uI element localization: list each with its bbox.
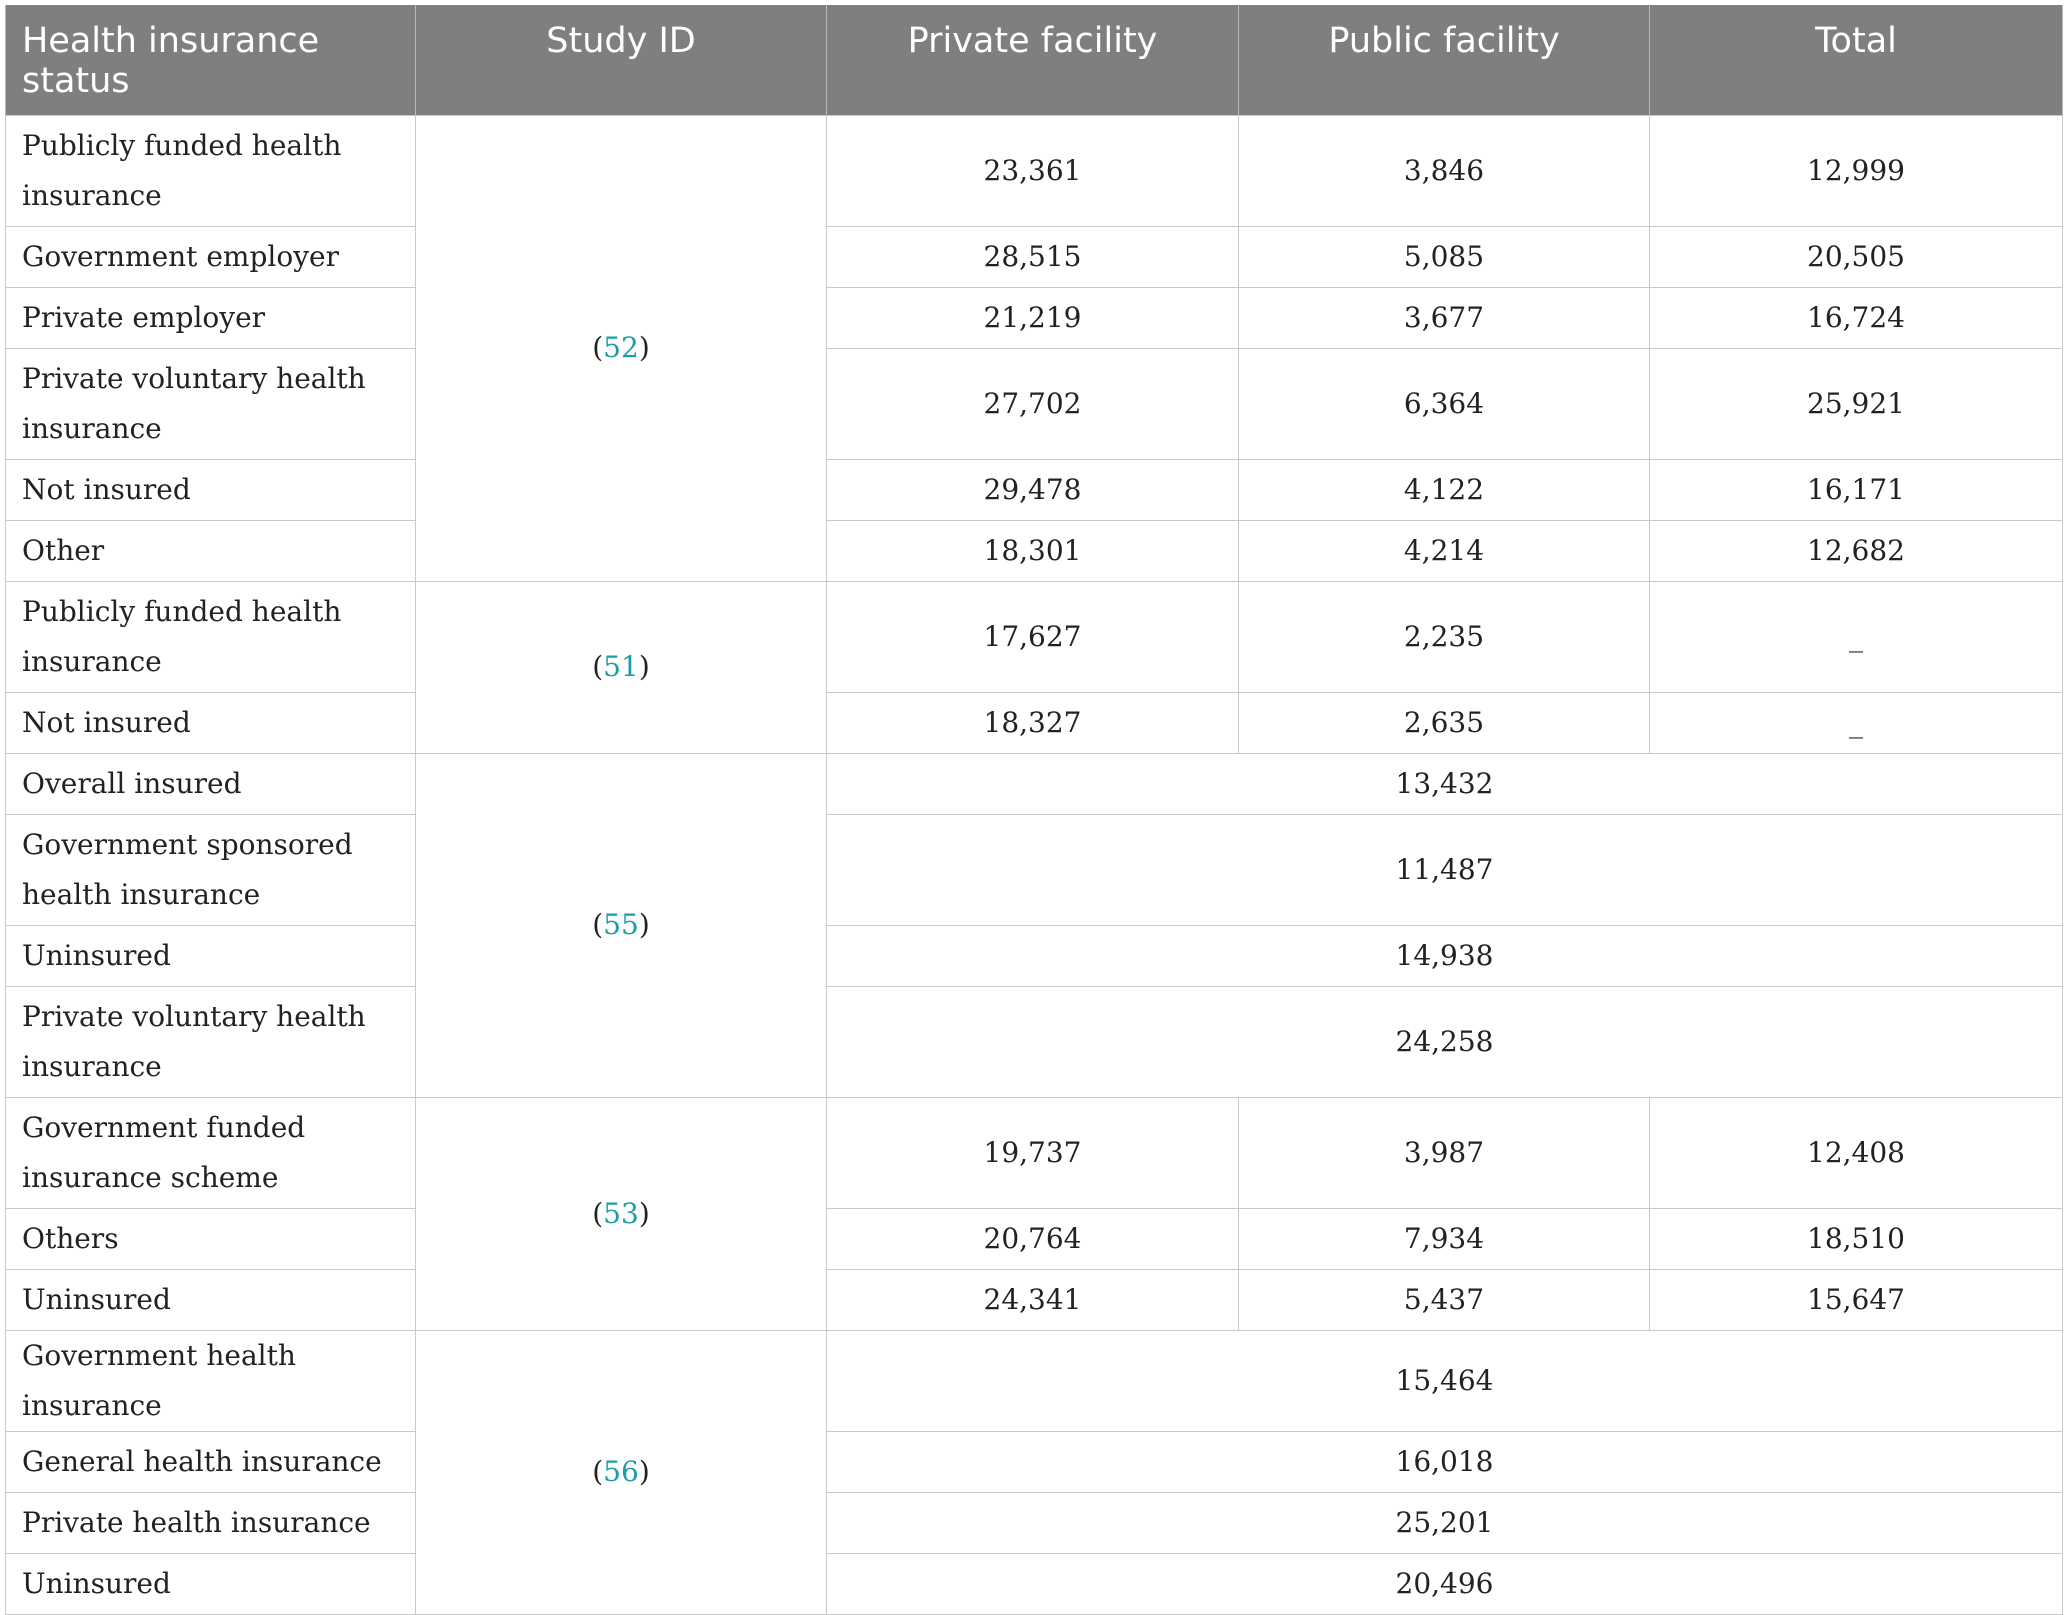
status-cell: Government funded insurance scheme	[5, 1096, 416, 1209]
study-reference-link[interactable]: 56	[603, 1455, 639, 1488]
private-facility-cell: 18,301	[826, 519, 1239, 582]
header-public-facility: Public facility	[1238, 5, 1650, 115]
study-id-cell: (52)	[415, 114, 827, 582]
table-row: Government employer 28,515 5,085 20,505	[5, 225, 2063, 288]
header-study-id: Study ID	[415, 5, 827, 115]
study-id-cell: (55)	[415, 752, 827, 1098]
merged-value-cell: 20,496	[826, 1552, 2063, 1615]
status-cell: Private voluntary health insurance	[5, 347, 416, 460]
status-cell: Government health insurance	[5, 1329, 416, 1432]
total-cell: 16,171	[1649, 458, 2063, 521]
public-facility-cell: 2,235	[1238, 580, 1650, 693]
total-cell: 18,510	[1649, 1207, 2063, 1270]
table-row: Government funded insurance scheme (53) …	[5, 1096, 2063, 1331]
status-cell: General health insurance	[5, 1430, 416, 1493]
insurance-cost-table: Health insurance status Study ID Private…	[5, 5, 2063, 1615]
status-cell: Government sponsored health insurance	[5, 813, 416, 926]
status-cell: Others	[5, 1207, 416, 1270]
status-cell: Not insured	[5, 458, 416, 521]
status-cell: Other	[5, 519, 416, 582]
merged-value-cell: 11,487	[826, 813, 2063, 926]
public-facility-cell: 3,987	[1238, 1096, 1650, 1209]
study-id-cell: (53)	[415, 1096, 827, 1331]
study-reference-link[interactable]: 53	[603, 1196, 639, 1230]
status-cell: Publicly funded health insurance	[5, 114, 416, 227]
total-cell: 12,999	[1649, 114, 2063, 227]
public-facility-cell: 4,214	[1238, 519, 1650, 582]
status-cell: Uninsured	[5, 924, 416, 987]
header-total: Total	[1649, 5, 2063, 115]
total-cell: _	[1649, 691, 2063, 754]
private-facility-cell: 24,341	[826, 1268, 1239, 1331]
merged-value-cell: 14,938	[826, 924, 2063, 987]
private-facility-cell: 28,515	[826, 225, 1239, 288]
status-cell: Government employer	[5, 225, 416, 288]
public-facility-cell: 3,846	[1238, 114, 1650, 227]
study-id-cell: (51)	[415, 580, 827, 754]
private-facility-cell: 19,737	[826, 1096, 1239, 1209]
table-row: Publicly funded health insurance (51) 17…	[5, 580, 2063, 754]
status-cell: Private health insurance	[5, 1491, 416, 1554]
merged-value-cell: 16,018	[826, 1430, 2063, 1493]
private-facility-cell: 17,627	[826, 580, 1239, 693]
merged-value-cell: 25,201	[826, 1491, 2063, 1554]
merged-value-cell: 15,464	[826, 1329, 2063, 1432]
status-cell: Private employer	[5, 286, 416, 349]
private-facility-cell: 21,219	[826, 286, 1239, 349]
study-reference-link[interactable]: 51	[603, 650, 639, 683]
total-cell: 15,647	[1649, 1268, 2063, 1331]
public-facility-cell: 4,122	[1238, 458, 1650, 521]
total-cell: 12,408	[1649, 1096, 2063, 1209]
public-facility-cell: 2,635	[1238, 691, 1650, 754]
table-row: Government sponsored health insurance 11…	[5, 813, 2063, 926]
table-row: Overall insured (55) 13,432	[5, 752, 2063, 1098]
status-cell: Private voluntary health insurance	[5, 985, 416, 1098]
total-cell: 25,921	[1649, 347, 2063, 460]
table-header-row: Health insurance status Study ID Private…	[5, 5, 2063, 115]
table-row: Uninsured 14,938	[5, 924, 2063, 987]
table-row: Publicly funded health insurance (52) 23…	[5, 114, 2063, 582]
status-cell: Overall insured	[5, 752, 416, 815]
table-row: Private voluntary health insurance 27,70…	[5, 347, 2063, 460]
private-facility-cell: 20,764	[826, 1207, 1239, 1270]
header-health-insurance-status: Health insurance status	[5, 5, 416, 115]
public-facility-cell: 7,934	[1238, 1207, 1650, 1270]
merged-value-cell: 13,432	[826, 752, 2063, 815]
table-row: Private voluntary health insurance 24,25…	[5, 985, 2063, 1098]
public-facility-cell: 5,085	[1238, 225, 1650, 288]
table-row: Private health insurance 25,201	[5, 1491, 2063, 1554]
status-cell: Publicly funded health insurance	[5, 580, 416, 693]
total-cell: _	[1649, 580, 2063, 693]
private-facility-cell: 18,327	[826, 691, 1239, 754]
table-row: Government health insurance (56) 15,464	[5, 1329, 2063, 1615]
private-facility-cell: 29,478	[826, 458, 1239, 521]
public-facility-cell: 6,364	[1238, 347, 1650, 460]
private-facility-cell: 27,702	[826, 347, 1239, 460]
study-reference-link[interactable]: 52	[603, 331, 639, 364]
merged-value-cell: 24,258	[826, 985, 2063, 1098]
total-cell: 20,505	[1649, 225, 2063, 288]
table-row: Others 20,764 7,934 18,510	[5, 1207, 2063, 1270]
table-row: General health insurance 16,018	[5, 1430, 2063, 1493]
status-cell: Not insured	[5, 691, 416, 754]
header-private-facility: Private facility	[826, 5, 1239, 115]
total-cell: 16,724	[1649, 286, 2063, 349]
public-facility-cell: 5,437	[1238, 1268, 1650, 1331]
total-cell: 12,682	[1649, 519, 2063, 582]
study-reference-link[interactable]: 55	[603, 908, 639, 941]
table-row: Uninsured 24,341 5,437 15,647	[5, 1268, 2063, 1331]
table-row: Other 18,301 4,214 12,682	[5, 519, 2063, 582]
study-id-cell: (56)	[415, 1329, 827, 1615]
table-row: Not insured 18,327 2,635 _	[5, 691, 2063, 754]
table-row: Private employer 21,219 3,677 16,724	[5, 286, 2063, 349]
status-cell: Uninsured	[5, 1268, 416, 1331]
status-cell: Uninsured	[5, 1552, 416, 1615]
private-facility-cell: 23,361	[826, 114, 1239, 227]
table-row: Uninsured 20,496	[5, 1552, 2063, 1615]
public-facility-cell: 3,677	[1238, 286, 1650, 349]
table-row: Not insured 29,478 4,122 16,171	[5, 458, 2063, 521]
